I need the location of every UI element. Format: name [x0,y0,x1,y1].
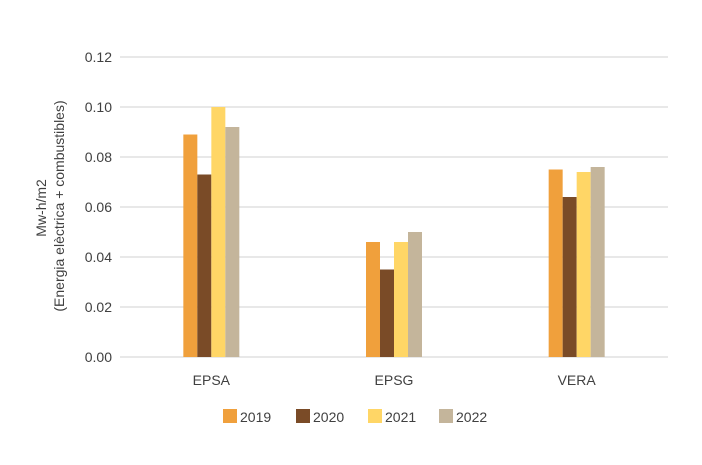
bar-epsg-2021 [394,242,408,357]
legend-label: 2021 [385,409,416,425]
y-tick-label: 0.06 [85,199,112,215]
legend-label: 2019 [240,409,271,425]
y-axis-label-line2: (Energia elèctrica + combustibles) [51,100,67,311]
y-axis-label-line1: Mw-h/m2 [33,179,49,237]
legend-label: 2020 [313,409,344,425]
bar-epsa-2019 [183,134,198,357]
y-tick-label: 0.10 [85,99,112,115]
bars [183,107,605,357]
bar-epsa-2021 [211,107,226,357]
legend-swatch-2020 [296,409,310,423]
bar-vera-2022 [590,167,605,357]
y-tick-label: 0.12 [85,49,112,65]
y-tick-label: 0.02 [85,299,112,315]
x-category-label: EPSG [375,372,414,388]
bar-epsg-2022 [408,232,422,357]
bar-epsa-2020 [197,174,212,357]
legend-swatch-2021 [368,409,382,423]
x-category-label: EPSA [193,372,231,388]
legend-swatch-2022 [439,409,453,423]
y-axis-ticks: 0.00 0.02 0.04 0.06 0.08 0.10 0.12 [85,49,112,365]
bar-vera-2021 [576,172,591,357]
bar-epsa-2022 [225,127,240,357]
y-tick-label: 0.04 [85,249,112,265]
x-axis-categories: EPSA EPSG VERA [193,372,597,388]
y-axis-label: Mw-h/m2 (Energia elèctrica + combustible… [33,100,67,311]
y-tick-label: 0.08 [85,149,112,165]
y-tick-label: 0.00 [85,349,112,365]
bar-epsg-2019 [366,242,380,357]
legend-label: 2022 [456,409,487,425]
bar-epsg-2020 [380,269,394,357]
bar-vera-2019 [548,169,563,357]
bar-vera-2020 [562,197,577,357]
legend-swatch-2019 [223,409,237,423]
legend: 2019 2020 2021 2022 [223,409,487,425]
x-category-label: VERA [558,372,597,388]
